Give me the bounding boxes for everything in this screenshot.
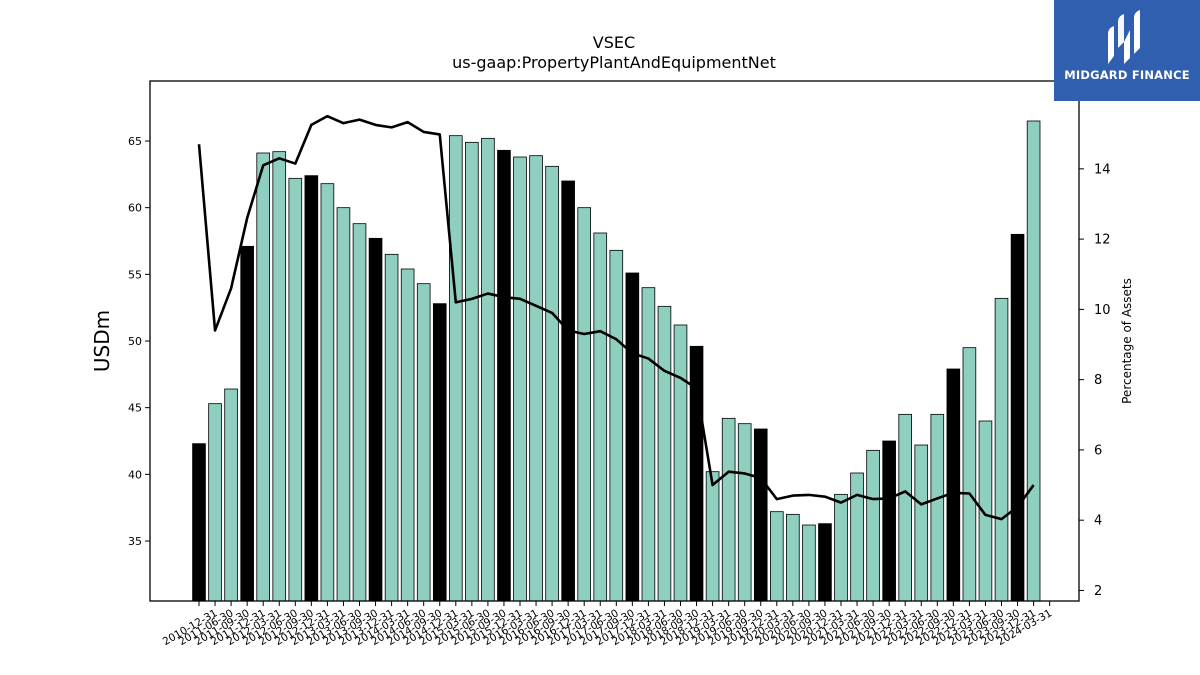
y-tick-label: 45 [128,402,142,415]
percentage-line [197,114,1035,521]
bar [545,165,559,602]
y2-tick-label: 4 [1094,514,1102,529]
y-tick-label: 60 [128,202,142,215]
y-tick-label: 40 [128,468,142,481]
bar [288,177,303,602]
y2-axis-label: Percentage of Assets [1120,278,1134,404]
bar [962,347,977,602]
bar [850,472,864,602]
bar [368,237,383,602]
bar [753,428,768,602]
bar [256,152,270,602]
bar [304,175,319,602]
bar [320,183,335,602]
logo-text: MIDGARD FINANCE [1064,68,1190,82]
y-tick-label: 35 [128,535,142,548]
bar [352,223,367,602]
bar [208,403,222,602]
midgard-logo-icon [1108,10,1140,64]
y2-tick-label: 14 [1094,162,1111,177]
chart-subtitle: us-gaap:PropertyPlantAndEquipmentNet [452,53,776,72]
y2-tick-label: 12 [1094,233,1111,248]
bar [770,511,784,602]
bar [224,388,238,602]
y2-tick-label: 6 [1094,443,1102,458]
bar [272,151,287,602]
bar [513,156,527,602]
bar [641,287,656,602]
bar [481,137,495,602]
bar [866,449,880,602]
brand-logo: MIDGARD FINANCE [1054,0,1200,101]
bar [786,513,800,602]
y-axis-left: 35 40 45 50 55 60 65 [128,135,150,548]
bar [1026,120,1041,602]
bar [882,440,896,602]
y-axis-right: 2 4 6 8 10 12 14 [1079,162,1111,599]
bar [609,249,624,602]
y2-tick-label: 10 [1094,303,1111,318]
bar [930,413,945,602]
bar [465,141,479,602]
bar [400,268,415,602]
bar [416,283,431,602]
chart-title: VSEC [593,33,635,52]
bar [802,524,816,602]
bar [448,135,463,602]
bar [898,413,912,602]
y-tick-label: 55 [128,268,142,281]
bar [673,324,688,602]
y2-tick-label: 8 [1094,373,1102,388]
bar [834,493,848,602]
bar-series [192,120,1041,602]
line-series [197,114,1035,521]
x-axis: 2010-12-312011-06-302011-09-302011-12-31… [161,601,1054,648]
bar [497,149,511,602]
bar [192,443,206,602]
y-tick-label: 50 [128,335,142,348]
bar [577,207,591,602]
bar [737,423,752,602]
bar [705,471,720,602]
bar [657,305,672,602]
bar [240,245,254,602]
bar [1010,233,1025,602]
y-axis-label: USDm [90,310,114,372]
bar [384,253,399,602]
bar [625,272,640,602]
bar [561,180,575,602]
bar [994,297,1009,602]
bar [946,368,961,602]
bar [818,523,832,602]
bar [721,417,736,602]
bar [593,232,608,602]
y2-tick-label: 2 [1094,584,1102,599]
bar [529,155,543,602]
bar [914,444,929,602]
bar [432,303,447,602]
y-tick-label: 65 [128,135,142,148]
bar [336,207,351,602]
